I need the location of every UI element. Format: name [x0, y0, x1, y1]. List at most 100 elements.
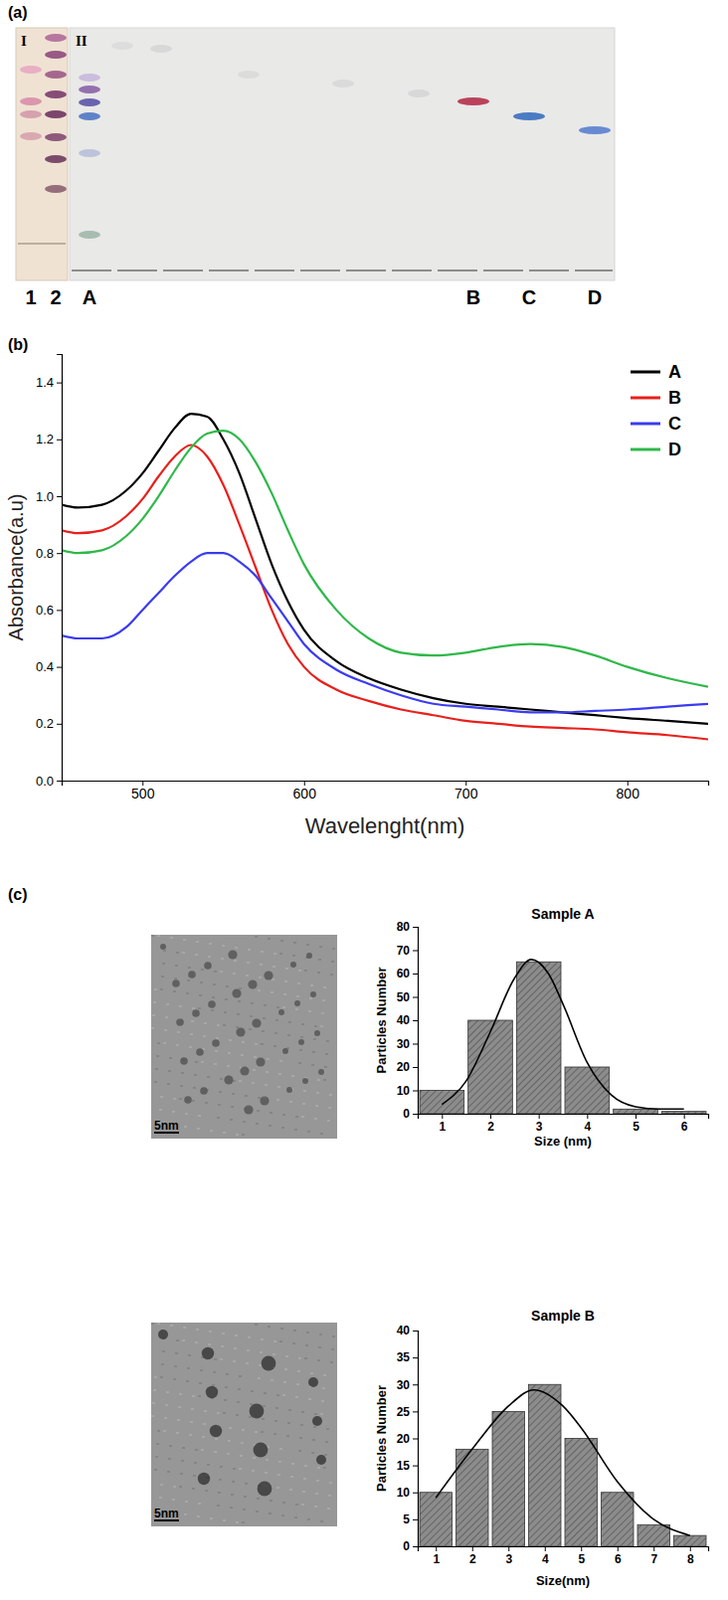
tem-texture — [194, 1449, 198, 1452]
tem-texture — [264, 1471, 268, 1474]
tlc-band — [44, 50, 67, 59]
tem-texture — [256, 1497, 260, 1500]
tick-label: 3 — [536, 1119, 544, 1134]
tem-texture — [165, 1404, 169, 1407]
tem-texture — [213, 970, 217, 973]
tick-label: 600 — [293, 785, 318, 802]
tick: 4 — [542, 1546, 549, 1567]
tem-texture — [264, 1084, 268, 1087]
tem-texture — [211, 996, 215, 999]
tick-label: 5 — [577, 1552, 585, 1567]
tem-texture — [301, 1503, 305, 1506]
tlc-band — [111, 41, 134, 50]
tem-texture — [328, 1494, 332, 1497]
tick-label: 0.6 — [35, 602, 54, 618]
tem-texture — [330, 973, 334, 976]
tem-texture — [217, 1491, 221, 1494]
tlc-band — [19, 65, 42, 74]
tem-texture — [276, 1394, 280, 1397]
axis-title: Size(nm) — [536, 1573, 590, 1589]
panel-label: (a) — [7, 3, 28, 21]
tem-particle — [278, 1009, 285, 1016]
tick-mark — [441, 1113, 443, 1119]
tlc-band — [513, 112, 546, 121]
tick-mark — [412, 1546, 418, 1548]
tem-texture — [326, 1040, 330, 1043]
tem-texture — [267, 937, 271, 940]
legend-label: A — [668, 362, 682, 382]
tem-texture — [331, 960, 335, 963]
tem-texture — [238, 1467, 242, 1470]
tlc-band — [457, 97, 490, 106]
tem-texture — [151, 1322, 155, 1325]
tem-image: 5nm — [151, 1322, 338, 1527]
tem-texture — [279, 952, 283, 955]
tick-mark — [580, 1546, 582, 1552]
tick-mark — [412, 950, 418, 952]
tem-texture — [273, 1433, 277, 1436]
tem-texture — [173, 1485, 177, 1488]
tick: 5 — [402, 1512, 418, 1527]
tlc-band — [78, 85, 101, 94]
tem-texture — [176, 951, 180, 954]
tem-texture — [215, 1037, 219, 1040]
tem-texture — [209, 1517, 213, 1520]
tem-particle — [180, 1057, 188, 1066]
tem-texture — [289, 1100, 293, 1103]
tick-mark — [684, 1113, 686, 1119]
tem-texture — [249, 1403, 253, 1406]
tem-texture — [197, 1007, 201, 1010]
tem-texture — [236, 1401, 240, 1404]
tem-texture — [157, 934, 161, 937]
tick: 5 — [632, 1113, 640, 1134]
tem-texture — [244, 1482, 248, 1485]
tem-particle — [261, 1356, 277, 1372]
tem-texture — [318, 1346, 322, 1349]
tem-texture — [222, 1519, 226, 1522]
axis-line — [418, 1547, 710, 1553]
tick-mark — [412, 1044, 418, 1046]
tem-particle — [290, 961, 297, 968]
tick-label: 30 — [396, 1378, 411, 1393]
tem-texture — [270, 1379, 274, 1382]
tem-texture — [307, 1518, 311, 1521]
tem-texture — [304, 1464, 308, 1467]
tem-texture — [226, 1065, 230, 1068]
tem-texture — [260, 1431, 264, 1434]
tem-texture — [229, 1506, 233, 1509]
tem-texture — [320, 1413, 324, 1416]
tem-texture — [197, 1114, 201, 1117]
tem-texture — [235, 1414, 239, 1417]
tem-particle — [314, 1030, 321, 1037]
tem-texture — [329, 1093, 333, 1096]
tem-texture — [188, 1434, 192, 1437]
tick-label: 10 — [396, 1485, 411, 1500]
tem-texture — [298, 1357, 302, 1360]
tick-mark — [617, 1546, 619, 1552]
bar — [419, 1091, 465, 1115]
tem-texture — [280, 1327, 284, 1330]
tem-texture — [300, 1036, 304, 1039]
tem-particle — [227, 949, 237, 959]
tem-texture — [263, 1392, 267, 1395]
tick: 30 — [396, 1037, 418, 1052]
tem-texture — [282, 1113, 286, 1116]
tick: 500 — [131, 780, 156, 802]
tem-texture — [319, 945, 323, 948]
tem-texture — [288, 1409, 292, 1412]
tick: 10 — [396, 1084, 418, 1098]
tem-texture — [275, 1407, 279, 1410]
tem-texture — [241, 1133, 245, 1136]
tem-texture — [160, 988, 164, 991]
tick: 1 — [438, 1113, 446, 1134]
tem-texture — [192, 1087, 196, 1090]
tem-texture — [314, 1413, 318, 1416]
axis-title: Particles Number — [373, 1385, 389, 1492]
tem-texture — [213, 1063, 217, 1066]
tem-texture — [191, 1007, 195, 1010]
tem-texture — [287, 1422, 291, 1425]
tem-texture — [176, 1044, 180, 1047]
bar — [637, 1524, 671, 1547]
tem-particle — [282, 1048, 289, 1055]
tem-texture — [160, 1376, 164, 1379]
